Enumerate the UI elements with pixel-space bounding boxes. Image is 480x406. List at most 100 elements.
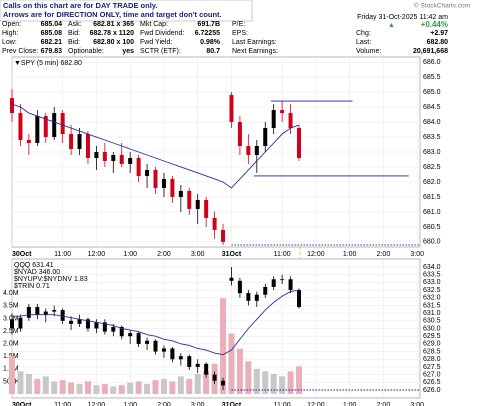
volume-bar xyxy=(279,376,286,394)
candle-body xyxy=(43,311,48,315)
candle-body xyxy=(85,319,90,329)
y-tick-label: 632.5 xyxy=(423,287,441,294)
candle-body xyxy=(69,134,74,150)
watermark: © StockCharts.com xyxy=(414,2,470,10)
volume-bar xyxy=(177,376,184,394)
y-tick-label: 682.5 xyxy=(423,164,441,171)
candle-body xyxy=(18,317,23,329)
candle-body xyxy=(280,279,285,281)
candle-body xyxy=(297,290,302,307)
x-tick-label: 3:00 xyxy=(410,251,424,258)
y-tick-label: 626.0 xyxy=(423,387,441,394)
volume-bar xyxy=(194,373,201,394)
quote-label: Prev Close: xyxy=(2,48,38,55)
x-tick-label: 30Oct xyxy=(12,251,32,258)
x-tick-label: 2:00 xyxy=(377,402,391,406)
y2-tick-label: 2.5M xyxy=(3,328,19,335)
x-tick-label: 11:00 xyxy=(54,402,71,406)
quote-value: 682.21 xyxy=(41,39,63,46)
volume-bar xyxy=(236,348,243,394)
volume-bar xyxy=(93,385,100,394)
candle-body xyxy=(288,113,293,129)
volume-bar xyxy=(76,383,83,394)
candle-body xyxy=(178,356,183,360)
quote-label: SCTR (ETF): xyxy=(140,48,181,55)
candle-body xyxy=(161,348,166,352)
candle-body xyxy=(263,286,268,295)
volume-bar xyxy=(253,368,260,394)
candle-body xyxy=(26,306,31,318)
candle-body xyxy=(237,280,242,294)
volume-bar xyxy=(186,378,193,394)
up-arrow: ▲ xyxy=(388,22,395,29)
candle-body xyxy=(77,134,82,150)
candle-body xyxy=(69,320,74,324)
y-tick-label: 633.0 xyxy=(423,279,441,286)
quote-label: Ask: xyxy=(68,21,82,28)
y-tick-label: 630.5 xyxy=(423,318,441,325)
volume-bar xyxy=(152,380,159,394)
candle-body xyxy=(204,363,209,375)
y-tick-label: 628.0 xyxy=(423,356,441,363)
candle-body xyxy=(271,110,276,129)
candle-body xyxy=(195,363,200,367)
candle-body xyxy=(288,279,293,291)
volume-bar xyxy=(245,361,252,394)
candle-body xyxy=(254,146,259,155)
y-tick-label: 629.5 xyxy=(423,333,441,340)
y-tick-label: 633.5 xyxy=(423,272,441,279)
quote-date: Friday 31-Oct-2025 11:42 am xyxy=(357,14,448,21)
candle-body xyxy=(136,157,141,176)
y-tick-label: 628.5 xyxy=(423,348,441,355)
y-tick-label: 684.5 xyxy=(423,104,441,111)
y2-tick-label: 2.0M xyxy=(3,340,19,347)
quote-value: 682.80 xyxy=(427,39,449,46)
quote-value: 0.98% xyxy=(200,39,221,46)
volume-bar xyxy=(17,371,24,394)
x-tick-label: 31Oct xyxy=(222,251,242,258)
x-tick-label: 1:00 xyxy=(343,251,357,258)
candle-body xyxy=(119,326,124,337)
candle-body xyxy=(187,190,192,209)
candle-body xyxy=(35,116,40,144)
x-tick-label: 2:00 xyxy=(377,251,391,258)
candle-body xyxy=(221,380,226,386)
quote-label: Next Earnings: xyxy=(232,48,278,55)
candle-body xyxy=(119,154,124,164)
x-tick-label: 12:00 xyxy=(88,251,106,258)
y-tick-label: 683.0 xyxy=(423,149,441,156)
volume-bar xyxy=(220,298,227,394)
volume-bar xyxy=(42,376,49,394)
note-box xyxy=(0,0,253,22)
volume-bar xyxy=(160,378,167,394)
candle-body xyxy=(94,152,99,158)
candle-body xyxy=(170,178,175,197)
change-percent: +0.44% xyxy=(421,20,448,29)
quote-label: Last Earnings: xyxy=(232,39,277,46)
y-tick-label: 681.0 xyxy=(423,209,441,216)
volume-bar xyxy=(135,381,142,394)
candle-body xyxy=(60,310,65,321)
candle-body xyxy=(102,152,107,161)
candle-body xyxy=(128,157,133,164)
candle-body xyxy=(136,333,141,344)
y-tick-label: 626.5 xyxy=(423,379,441,386)
candle-body xyxy=(229,95,234,123)
quote-label: Low: xyxy=(2,39,17,46)
y2-tick-label: 3.0M xyxy=(3,315,19,322)
volume-bar xyxy=(59,380,66,394)
volume-bar xyxy=(118,385,125,394)
candle-body xyxy=(52,113,57,138)
volume-bar xyxy=(262,371,269,394)
legend-entry: $NYAD 346.00 xyxy=(14,269,60,276)
quote-label: Mkt Cap: xyxy=(140,21,168,28)
quote-label: Last: xyxy=(356,39,371,46)
y-tick-label: 632.0 xyxy=(423,295,441,302)
x-tick-label: 1:00 xyxy=(343,402,357,406)
quote-label: High: xyxy=(2,30,18,37)
x-tick-label: 12:00 xyxy=(88,402,106,406)
x-tick-label: 11:00 xyxy=(54,251,71,258)
quote-value: 691.7B xyxy=(197,21,220,28)
volume-bar xyxy=(127,382,134,394)
moving-average xyxy=(11,103,300,189)
